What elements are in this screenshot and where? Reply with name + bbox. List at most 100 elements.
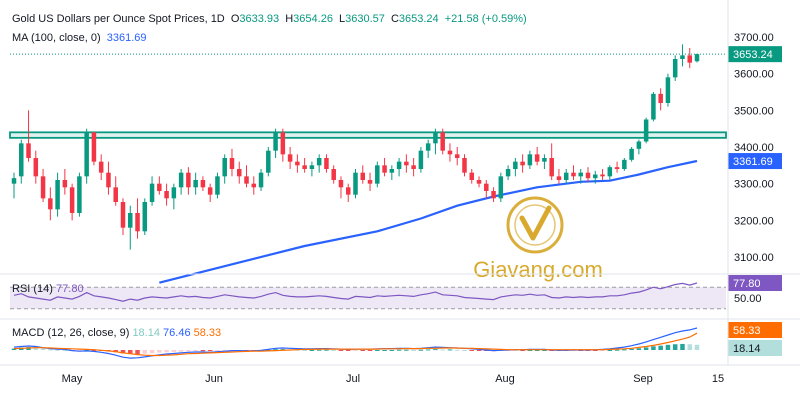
candle xyxy=(629,147,634,162)
macd-histogram-bar xyxy=(62,350,68,351)
rsi-label: RSI (14) xyxy=(12,283,53,295)
macd-histogram-bar xyxy=(316,349,322,351)
candle xyxy=(207,183,213,202)
candle xyxy=(687,48,692,69)
candle xyxy=(600,169,605,180)
candle-body xyxy=(207,187,213,195)
close-label: C xyxy=(390,13,399,25)
candle-body xyxy=(505,169,511,177)
candle-body xyxy=(462,158,467,173)
candle-body xyxy=(98,161,104,173)
candle-body xyxy=(404,161,409,166)
close-value: 3653.24 xyxy=(398,13,439,25)
macd-histogram-bar xyxy=(164,350,169,353)
candle xyxy=(367,172,373,191)
candle-body xyxy=(251,183,257,188)
candle-body xyxy=(389,169,395,173)
macd-signal-badge-text: 58.33 xyxy=(733,325,761,337)
candle xyxy=(614,161,620,173)
candle-body xyxy=(33,158,39,177)
candle-body xyxy=(19,143,24,177)
candle xyxy=(375,161,380,188)
ma-legend[interactable]: MA (100, close, 0) 3361.69 xyxy=(12,32,149,44)
candle xyxy=(389,165,395,180)
price-tick-label: 3400.00 xyxy=(734,142,774,154)
candle-body xyxy=(425,143,431,151)
macd-histogram-bar xyxy=(338,350,344,351)
candle xyxy=(382,158,387,177)
candle-body xyxy=(258,172,264,188)
candle-body xyxy=(331,169,336,180)
candle-body xyxy=(309,165,315,169)
candle xyxy=(643,117,649,144)
candle xyxy=(563,169,569,184)
candle-body xyxy=(418,150,424,169)
rsi-badge-text: 77.80 xyxy=(733,278,761,290)
macd-histogram-bar xyxy=(425,349,431,351)
macd-histogram-bar xyxy=(345,350,351,351)
candle-body xyxy=(513,161,518,169)
macd-hist-badge-text: 18.14 xyxy=(733,343,761,355)
macd-histogram-bar xyxy=(33,347,39,350)
candle xyxy=(26,110,31,162)
candle-body xyxy=(491,191,496,199)
candle xyxy=(142,198,148,235)
candle-body xyxy=(280,132,286,155)
macd-histogram-bar xyxy=(266,349,271,351)
macd-histogram-bar xyxy=(440,349,445,351)
macd-histogram-bar xyxy=(178,350,184,352)
macd-histogram-bar xyxy=(207,350,213,352)
candle xyxy=(411,158,416,177)
macd-histogram-bar xyxy=(411,350,416,351)
macd-histogram-bar xyxy=(135,350,140,355)
candle-body xyxy=(353,172,358,195)
macd-histogram-bar xyxy=(643,347,649,350)
time-tick-label: Jun xyxy=(205,373,223,385)
candle xyxy=(302,158,307,173)
candle-body xyxy=(585,172,591,179)
macd-histogram-bar xyxy=(396,349,402,351)
macd-histogram-bar xyxy=(389,350,395,351)
macd-histogram-bar xyxy=(520,350,525,351)
candle xyxy=(193,172,198,195)
candle-body xyxy=(563,172,569,180)
macd-histogram-bar xyxy=(171,350,177,353)
candle-body xyxy=(69,187,75,213)
macd-histogram-bar xyxy=(542,350,547,351)
macd-histogram-bar xyxy=(651,346,656,350)
macd-histogram-bar xyxy=(215,350,220,351)
candle-body xyxy=(687,55,692,63)
candle xyxy=(534,147,540,166)
macd-legend[interactable]: MACD (12, 26, close, 9) 18.14 76.46 58.3… xyxy=(12,327,221,339)
low-value: 3630.57 xyxy=(345,13,385,25)
candle xyxy=(98,154,104,180)
candle-body xyxy=(77,176,82,213)
candle-body xyxy=(527,154,533,166)
macd-histogram-bar xyxy=(157,350,162,353)
time-tick-label: Aug xyxy=(495,373,515,385)
ma-100-line xyxy=(159,159,698,284)
candle-body xyxy=(614,167,620,169)
low-label: L xyxy=(339,13,346,25)
rsi-tick-label: 50.00 xyxy=(734,293,762,305)
macd-histogram-bar xyxy=(658,345,663,350)
candle xyxy=(542,154,547,169)
macd-histogram-bar xyxy=(629,348,634,350)
candle xyxy=(353,169,358,199)
ma-price-badge: 3361.69 xyxy=(728,153,782,170)
macd-hist-value: 18.14 xyxy=(132,327,160,339)
candle xyxy=(200,176,206,191)
ma-label: MA (100, close, 0) xyxy=(12,32,101,44)
candle xyxy=(360,165,366,184)
candle xyxy=(251,176,257,195)
candle xyxy=(113,176,118,206)
rsi-legend[interactable]: RSI (14) 77.80 xyxy=(12,283,84,295)
macd-signal-badge-bg xyxy=(728,322,782,338)
candle xyxy=(396,158,402,177)
candle xyxy=(469,169,475,184)
macd-histogram-bar xyxy=(200,350,206,352)
candle-body xyxy=(520,161,525,166)
candle-body xyxy=(375,165,380,184)
rsi-value-badge: 77.80 xyxy=(728,275,782,291)
candle-body xyxy=(694,54,700,62)
